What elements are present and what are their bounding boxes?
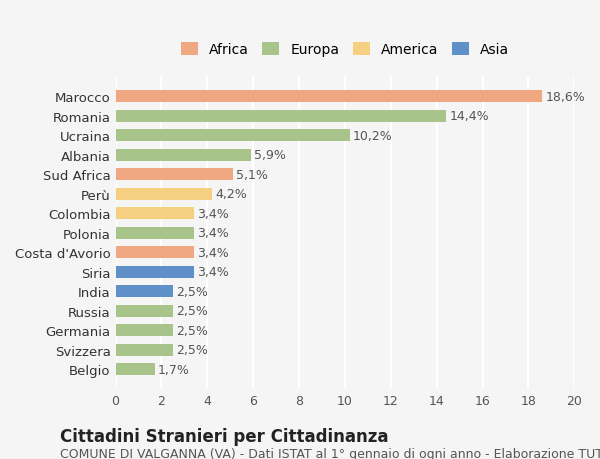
Bar — [116, 286, 173, 297]
Text: 18,6%: 18,6% — [545, 90, 586, 103]
Bar — [116, 169, 233, 181]
Legend: Africa, Europa, America, Asia: Africa, Europa, America, Asia — [181, 43, 509, 57]
Bar — [116, 325, 173, 336]
Bar — [116, 189, 212, 200]
Text: 3,4%: 3,4% — [197, 207, 229, 220]
Text: 4,2%: 4,2% — [215, 188, 247, 201]
Bar — [116, 227, 194, 239]
Text: 2,5%: 2,5% — [176, 343, 208, 357]
Text: 3,4%: 3,4% — [197, 246, 229, 259]
Bar — [116, 208, 194, 219]
Text: 2,5%: 2,5% — [176, 324, 208, 337]
Bar — [116, 364, 155, 375]
Text: 10,2%: 10,2% — [353, 129, 393, 142]
Bar — [116, 247, 194, 258]
Text: Cittadini Stranieri per Cittadinanza: Cittadini Stranieri per Cittadinanza — [60, 427, 389, 445]
Text: COMUNE DI VALGANNA (VA) - Dati ISTAT al 1° gennaio di ogni anno - Elaborazione T: COMUNE DI VALGANNA (VA) - Dati ISTAT al … — [60, 447, 600, 459]
Text: 5,1%: 5,1% — [236, 168, 268, 181]
Bar — [116, 111, 446, 122]
Bar — [116, 305, 173, 317]
Text: 1,7%: 1,7% — [158, 363, 190, 376]
Text: 3,4%: 3,4% — [197, 227, 229, 240]
Bar — [116, 130, 350, 142]
Bar — [116, 91, 542, 103]
Text: 14,4%: 14,4% — [449, 110, 489, 123]
Text: 2,5%: 2,5% — [176, 305, 208, 318]
Bar — [116, 266, 194, 278]
Bar — [116, 344, 173, 356]
Text: 2,5%: 2,5% — [176, 285, 208, 298]
Text: 5,9%: 5,9% — [254, 149, 286, 162]
Text: 3,4%: 3,4% — [197, 266, 229, 279]
Bar — [116, 150, 251, 161]
